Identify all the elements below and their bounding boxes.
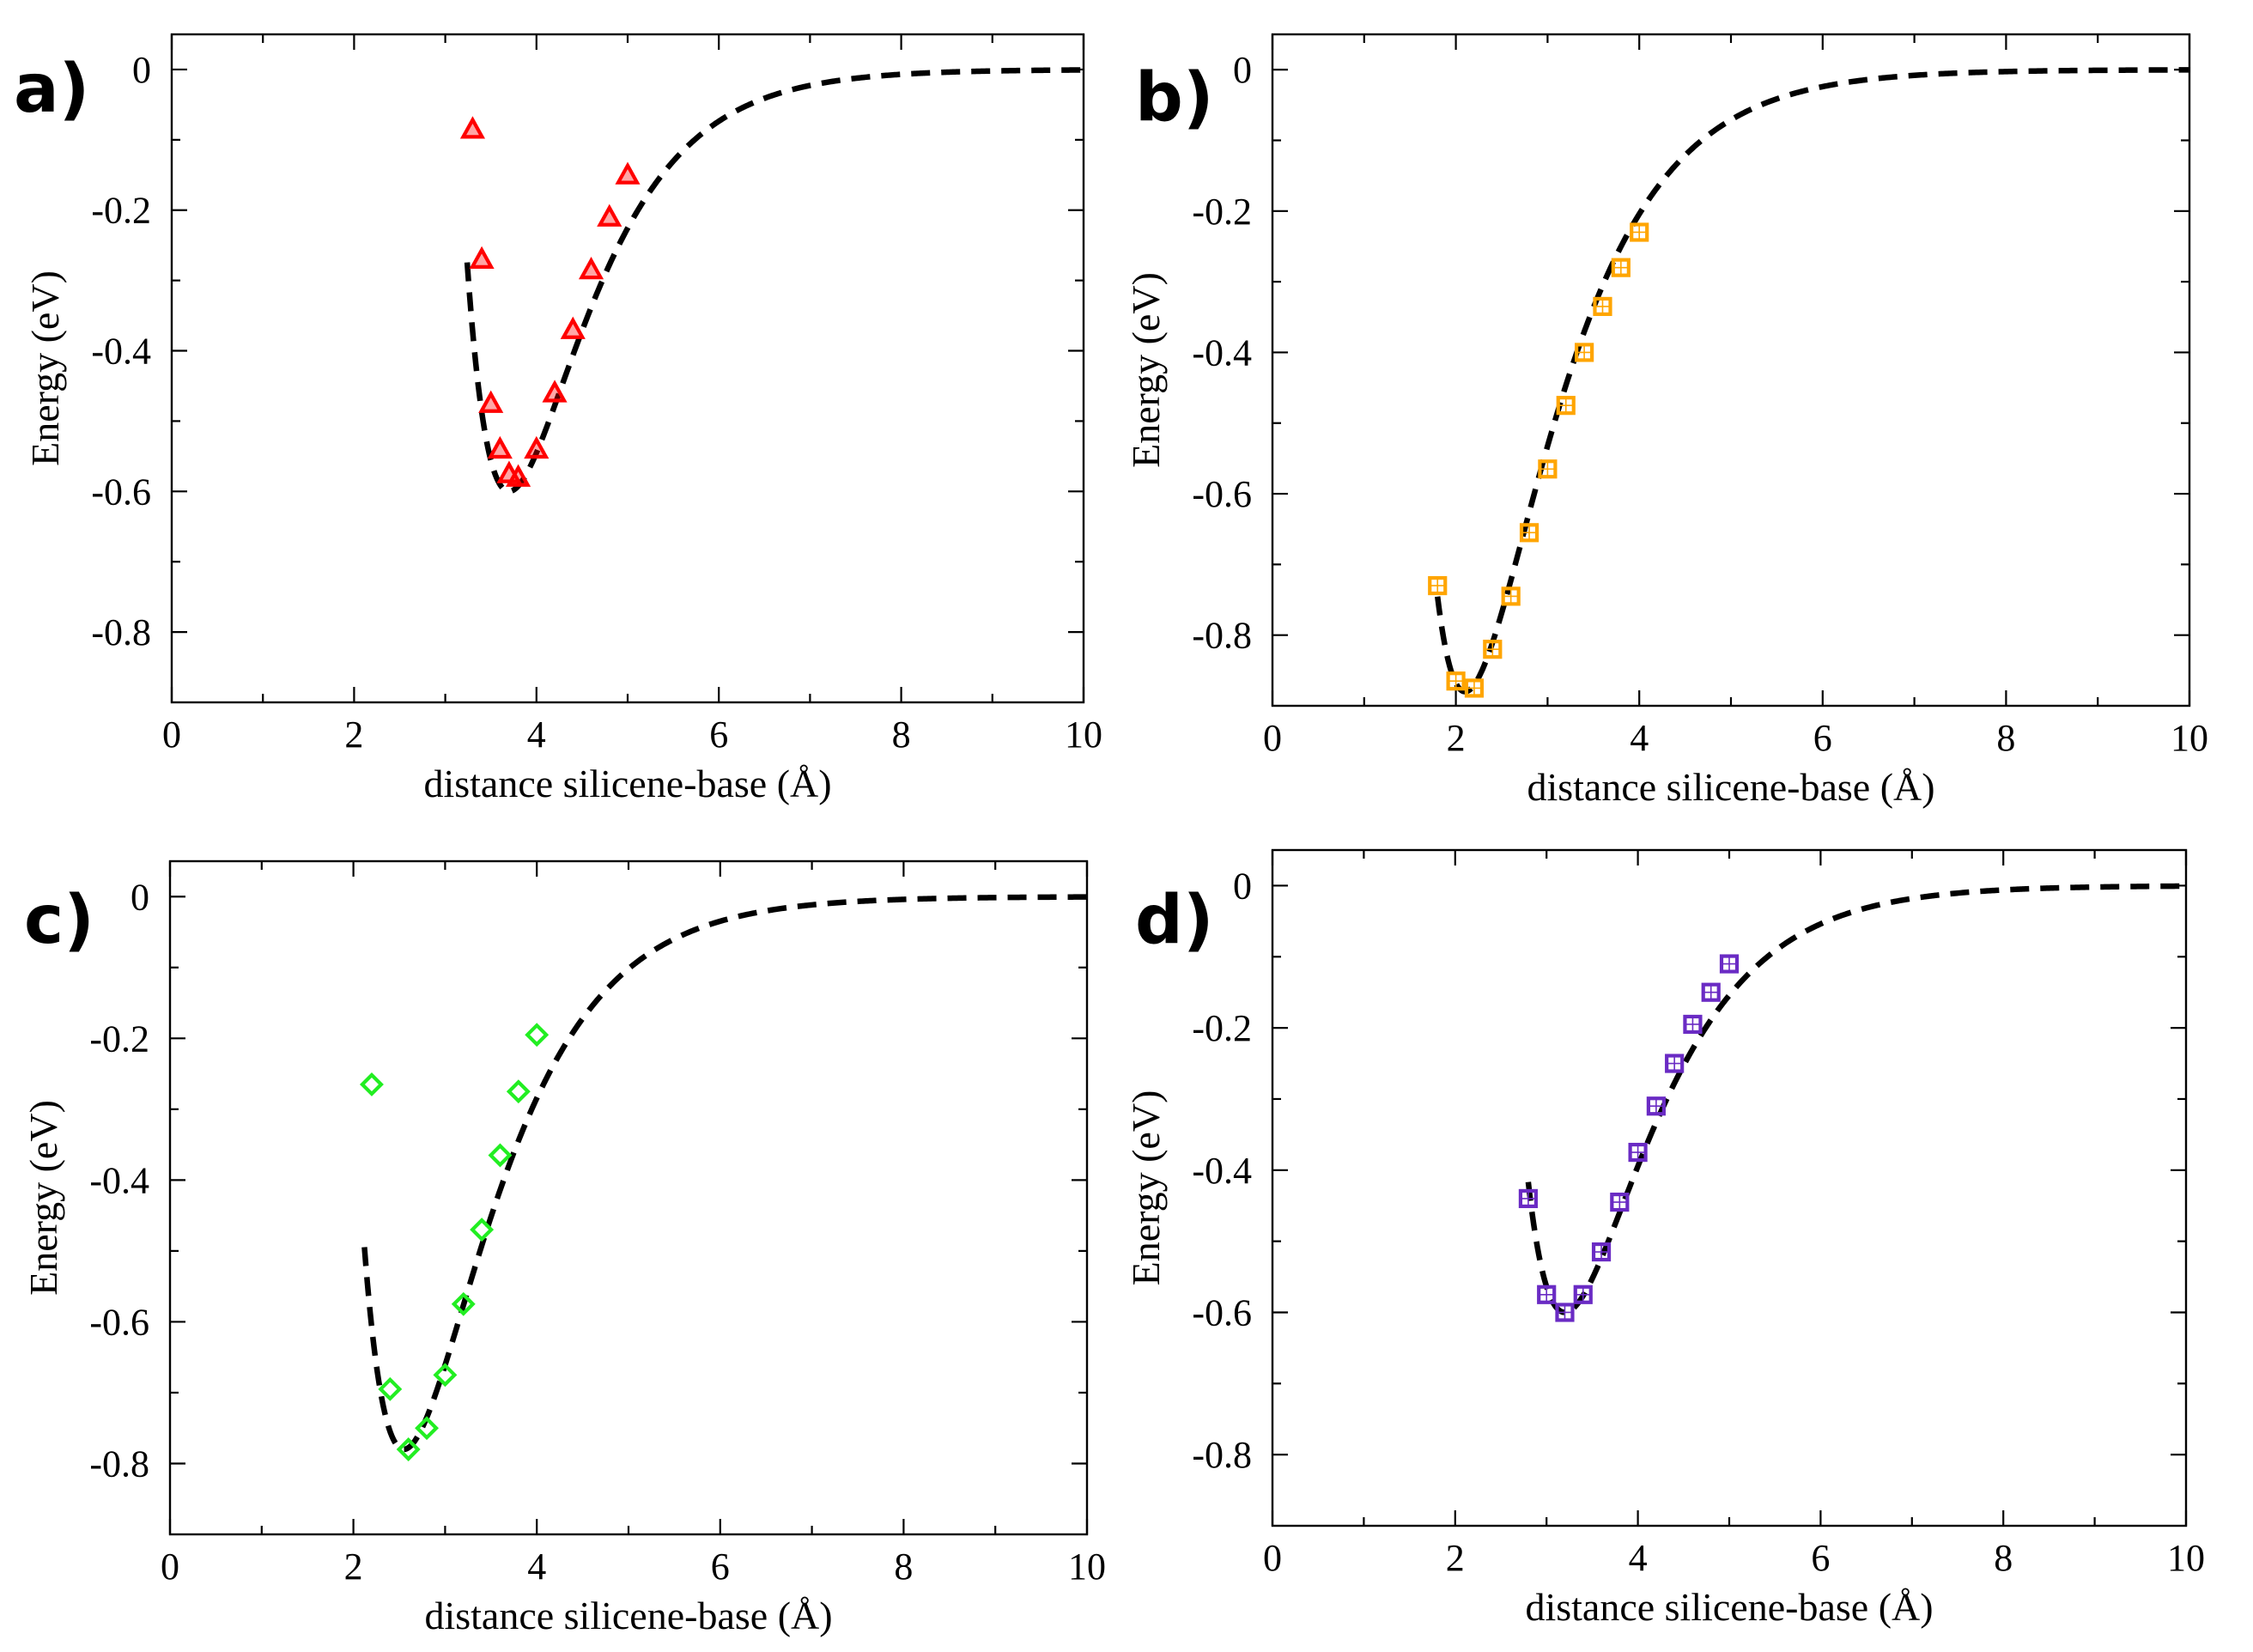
x-tick-label: 10 bbox=[1068, 1546, 1106, 1588]
chart-panel-d: 0 2 4 6 8 10 0 -0.2 -0.4 -0.6 -0.8 distance silicen… bbox=[1124, 848, 2205, 1629]
x-tick-label: 0 bbox=[1263, 717, 1282, 759]
data-point bbox=[459, 116, 486, 139]
x-tick-label: 4 bbox=[527, 1546, 546, 1588]
y-tick-label: -0.8 bbox=[91, 611, 151, 653]
data-point bbox=[415, 1416, 440, 1441]
data-point bbox=[525, 1023, 550, 1048]
fit-curve bbox=[1525, 883, 2186, 1315]
x-tick-label: 10 bbox=[2171, 717, 2208, 759]
y-tick-label: 0 bbox=[1233, 865, 1252, 907]
data-point bbox=[524, 435, 550, 459]
data-point bbox=[542, 380, 568, 403]
x-axis-label: distance silicene-base (Å) bbox=[424, 1594, 832, 1637]
fit-curve bbox=[464, 67, 1084, 495]
x-tick-label: 0 bbox=[162, 714, 181, 756]
x-tick-label: 0 bbox=[161, 1546, 179, 1588]
x-tick-label: 2 bbox=[344, 1546, 363, 1588]
x-tick-label: 4 bbox=[1629, 1537, 1648, 1579]
panel-label: c) bbox=[24, 882, 94, 959]
x-tick-label: 4 bbox=[1630, 717, 1649, 759]
y-tick-label: -0.6 bbox=[91, 471, 151, 513]
data-point bbox=[560, 316, 586, 339]
data-point bbox=[451, 1291, 476, 1316]
y-tick-label: -0.4 bbox=[1192, 331, 1252, 374]
x-tick-label: 4 bbox=[527, 714, 546, 756]
y-axis-label: Energy (eV) bbox=[1124, 1090, 1168, 1286]
data-point bbox=[359, 1072, 384, 1096]
y-tick-label: -0.2 bbox=[1192, 191, 1252, 233]
x-axis-label: distance silicene-base (Å) bbox=[1527, 765, 1934, 809]
data-point bbox=[478, 390, 504, 413]
y-tick-label: -0.2 bbox=[1192, 1007, 1252, 1049]
x-tick-label: 2 bbox=[1447, 717, 1466, 759]
panel-label: b) bbox=[1135, 59, 1213, 137]
fit-curve bbox=[1435, 67, 2189, 695]
x-tick-label: 10 bbox=[2167, 1537, 2205, 1579]
panel-label: d) bbox=[1135, 882, 1213, 959]
data-point bbox=[505, 464, 531, 487]
y-axis-label: Energy (eV) bbox=[1124, 272, 1168, 468]
x-tick-label: 10 bbox=[1065, 714, 1102, 756]
chart-panel-b: 0 2 4 6 8 10 0 -0.2 -0.4 -0.6 -0.8 distance silicen… bbox=[1124, 33, 2208, 809]
data-point bbox=[396, 1436, 421, 1461]
y-tick-label: -0.8 bbox=[89, 1442, 149, 1485]
x-tick-label: 8 bbox=[894, 1546, 913, 1588]
y-tick-label: -0.2 bbox=[91, 190, 151, 232]
x-tick-label: 8 bbox=[1994, 1537, 2013, 1579]
data-point bbox=[615, 161, 641, 185]
x-tick-label: 2 bbox=[344, 714, 363, 756]
y-tick-label: -0.8 bbox=[1192, 615, 1252, 657]
x-tick-label: 6 bbox=[1811, 1537, 1830, 1579]
x-axis-label: distance silicene-base (Å) bbox=[423, 762, 831, 805]
chart-panel-c: 0 2 4 6 8 10 0 -0.2 -0.4 -0.6 -0.8 distance silicen… bbox=[21, 859, 1106, 1637]
y-tick-label: -0.6 bbox=[89, 1301, 149, 1343]
data-point bbox=[470, 1218, 495, 1242]
y-tick-label: 0 bbox=[1233, 49, 1252, 91]
panel-label: a) bbox=[14, 51, 89, 128]
y-tick-label: -0.2 bbox=[89, 1017, 149, 1060]
x-tick-label: 8 bbox=[1996, 717, 2015, 759]
x-tick-label: 2 bbox=[1446, 1537, 1465, 1579]
data-point bbox=[378, 1376, 403, 1401]
x-axis-label: distance silicene-base (Å) bbox=[1525, 1585, 1933, 1629]
y-tick-label: -0.4 bbox=[89, 1159, 149, 1201]
data-point bbox=[506, 1079, 531, 1104]
fit-curve bbox=[361, 894, 1087, 1453]
chart-panel-a: 0 2 4 6 8 10 0 -0.2 -0.4 -0.6 -0.8 distance silicen… bbox=[14, 33, 1102, 805]
x-tick-label: 6 bbox=[1813, 717, 1832, 759]
y-axis-label: Energy (eV) bbox=[21, 1100, 65, 1296]
data-point bbox=[578, 257, 604, 280]
data-point bbox=[488, 1143, 513, 1168]
y-tick-label: 0 bbox=[132, 49, 151, 91]
y-tick-label: -0.8 bbox=[1192, 1434, 1252, 1476]
y-tick-label: -0.6 bbox=[1192, 1291, 1252, 1333]
x-tick-label: 8 bbox=[892, 714, 911, 756]
x-tick-label: 6 bbox=[711, 1546, 730, 1588]
data-point bbox=[487, 435, 513, 459]
y-tick-label: -0.4 bbox=[91, 331, 151, 373]
y-tick-label: 0 bbox=[131, 876, 149, 918]
data-point bbox=[597, 203, 622, 227]
x-tick-label: 0 bbox=[1263, 1537, 1282, 1579]
y-tick-label: -0.4 bbox=[1192, 1150, 1252, 1192]
y-axis-label: Energy (eV) bbox=[23, 270, 67, 466]
data-point bbox=[433, 1363, 458, 1388]
data-point bbox=[469, 246, 495, 269]
x-tick-label: 6 bbox=[709, 714, 728, 756]
y-tick-label: -0.6 bbox=[1192, 473, 1252, 515]
